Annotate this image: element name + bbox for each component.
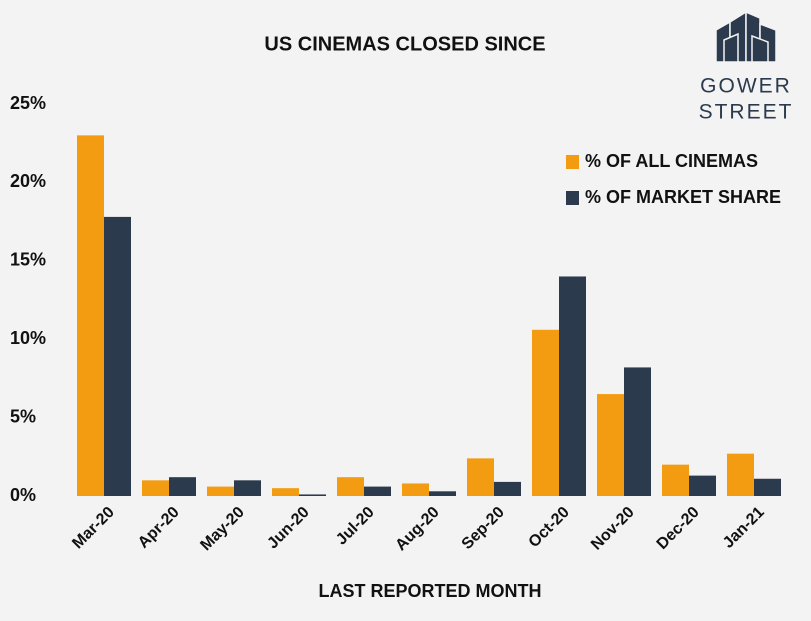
logo-text: GOWER [700, 75, 792, 98]
bar [689, 475, 716, 496]
x-tick-label: Sep-20 [459, 504, 508, 553]
x-tick-label: Dec-20 [654, 504, 703, 553]
bar [142, 480, 169, 496]
x-tick-label: Jan-21 [720, 504, 768, 552]
y-tick-label: 5% [10, 406, 36, 426]
y-tick-label: 25% [10, 93, 46, 113]
x-tick-label: Jun-20 [264, 504, 313, 553]
x-tick-label: Oct-20 [526, 504, 573, 551]
bar [662, 464, 689, 496]
y-tick-label: 15% [10, 250, 46, 270]
bar [402, 483, 429, 496]
bar [597, 394, 624, 496]
bar [532, 329, 559, 496]
legend-swatch [566, 191, 579, 205]
legend-swatch [566, 155, 579, 169]
y-tick-label: 20% [10, 171, 46, 191]
y-tick-label: 0% [10, 485, 36, 505]
bar [429, 491, 456, 496]
bar [494, 481, 521, 496]
legend-label: % OF MARKET SHARE [585, 187, 781, 207]
bar [624, 367, 651, 496]
bar [104, 216, 131, 496]
bar [467, 458, 494, 496]
logo-text: STREET [699, 101, 794, 124]
bar [272, 488, 299, 496]
bar [364, 486, 391, 496]
y-tick-label: 10% [10, 328, 46, 348]
x-tick-label: Aug-20 [392, 504, 442, 554]
x-axis-label: LAST REPORTED MONTH [319, 581, 542, 601]
chart-title: US CINEMAS CLOSED SINCE [264, 33, 545, 55]
x-tick-label: Apr-20 [135, 504, 183, 552]
bar [727, 453, 754, 496]
bar [169, 477, 196, 496]
bar [299, 494, 326, 496]
bar [754, 478, 781, 496]
x-tick-label: Jul-20 [333, 504, 378, 549]
bar [207, 486, 234, 496]
logo-icon [715, 10, 777, 63]
x-tick-label: Mar-20 [69, 504, 118, 553]
bar [234, 480, 261, 496]
bar [559, 276, 586, 496]
legend-label: % OF ALL CINEMAS [585, 151, 758, 171]
bar [337, 477, 364, 496]
bar [77, 135, 104, 497]
x-tick-label: May-20 [197, 504, 247, 554]
x-tick-label: Nov-20 [588, 504, 638, 554]
